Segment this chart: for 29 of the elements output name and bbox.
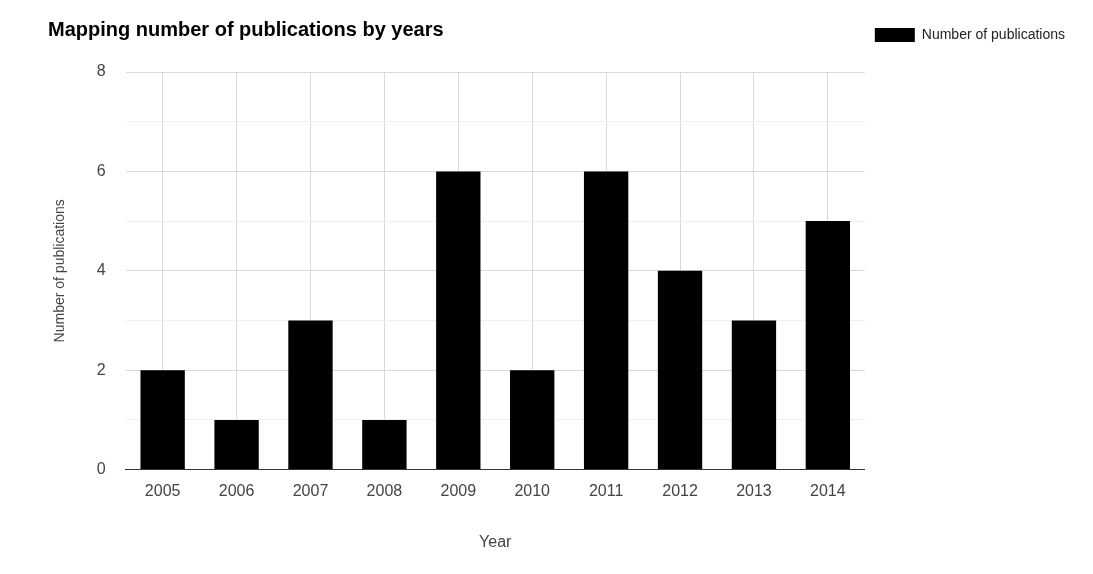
legend-label: Number of publications [921,25,1065,42]
bar [731,320,777,470]
y-axis-title: Number of publications [51,199,68,343]
bar [436,171,481,470]
y-tick-label: 4 [96,261,106,279]
bar [288,320,333,470]
bar [805,221,851,470]
x-axis-title: Year [479,532,513,550]
bar [214,419,259,470]
bar [657,270,703,470]
x-tick-label: 2012 [662,481,698,499]
bar [140,370,185,470]
x-tick-label: 2007 [292,481,329,499]
y-tick-label: 2 [96,360,106,378]
x-tick-label: 2010 [514,481,551,499]
y-tick-label: 6 [96,161,106,179]
x-tick-label: 2014 [810,481,846,499]
bar [510,370,555,470]
y-tick-label: 8 [96,62,106,80]
chart-title: Mapping number of publications by years [48,17,444,40]
bar [362,419,407,470]
x-tick-label: 2006 [218,481,255,499]
bar [583,171,629,470]
x-tick-label: 2008 [366,481,403,499]
x-tick-label: 2011 [588,481,624,499]
y-tick-label: 0 [96,460,106,478]
x-tick-label: 2009 [440,481,477,499]
x-tick-label: 2005 [144,481,181,499]
x-tick-label: 2013 [736,481,772,499]
